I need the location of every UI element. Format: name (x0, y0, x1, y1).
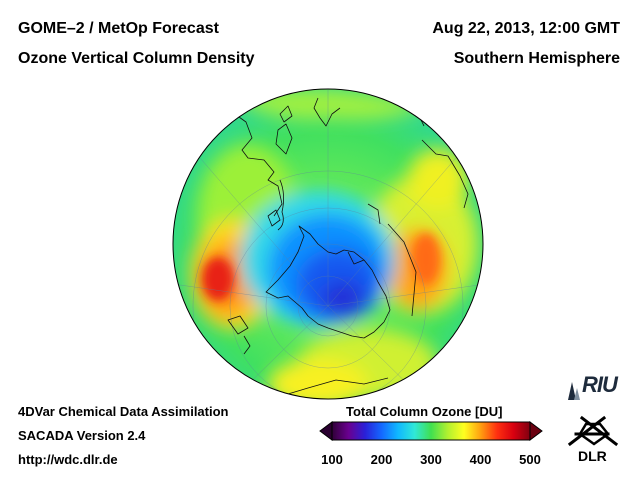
colorbar-tick-100: 100 (321, 452, 343, 467)
colorbar-tick-300: 300 (420, 452, 442, 467)
riu-logo-icon (568, 382, 580, 400)
dlr-logo-icon (567, 415, 619, 447)
south-atlantic-max (202, 257, 234, 301)
footer-line-2: SACADA Version 2.4 (18, 428, 146, 443)
australia-coast (421, 139, 469, 209)
ozone-globe-map (168, 84, 488, 404)
colorbar-tick-200: 200 (370, 452, 393, 467)
ozone-globe-svg (172, 88, 484, 400)
region-label: Southern Hemisphere (453, 50, 620, 67)
colorbar-tick-400: 400 (469, 452, 492, 467)
colorbar (319, 421, 543, 441)
footer-line-1: 4DVar Chemical Data Assimilation (18, 404, 229, 419)
globe-outline (172, 88, 484, 400)
colorbar-tick-500: 500 (519, 452, 541, 467)
colorbar-bar (331, 421, 531, 441)
colorbar-high-arrow (529, 421, 543, 441)
date-label: Aug 22, 2013, 12:00 GMT (432, 20, 620, 37)
colorbar-title: Total Column Ozone [DU] (346, 404, 503, 419)
colorbar-low-arrow (319, 421, 333, 441)
antarctica-coast (265, 225, 391, 339)
title-line-1: GOME–2 / MetOp Forecast (18, 20, 219, 37)
africa-coast (231, 111, 283, 217)
indian-ocean-max (412, 233, 440, 285)
footer-url-link[interactable]: http://wdc.dlr.de (18, 452, 118, 467)
dlr-logo-text: DLR (578, 448, 607, 464)
title-line-2: Ozone Vertical Column Density (18, 50, 255, 67)
riu-logo-text: RIU (582, 372, 618, 397)
